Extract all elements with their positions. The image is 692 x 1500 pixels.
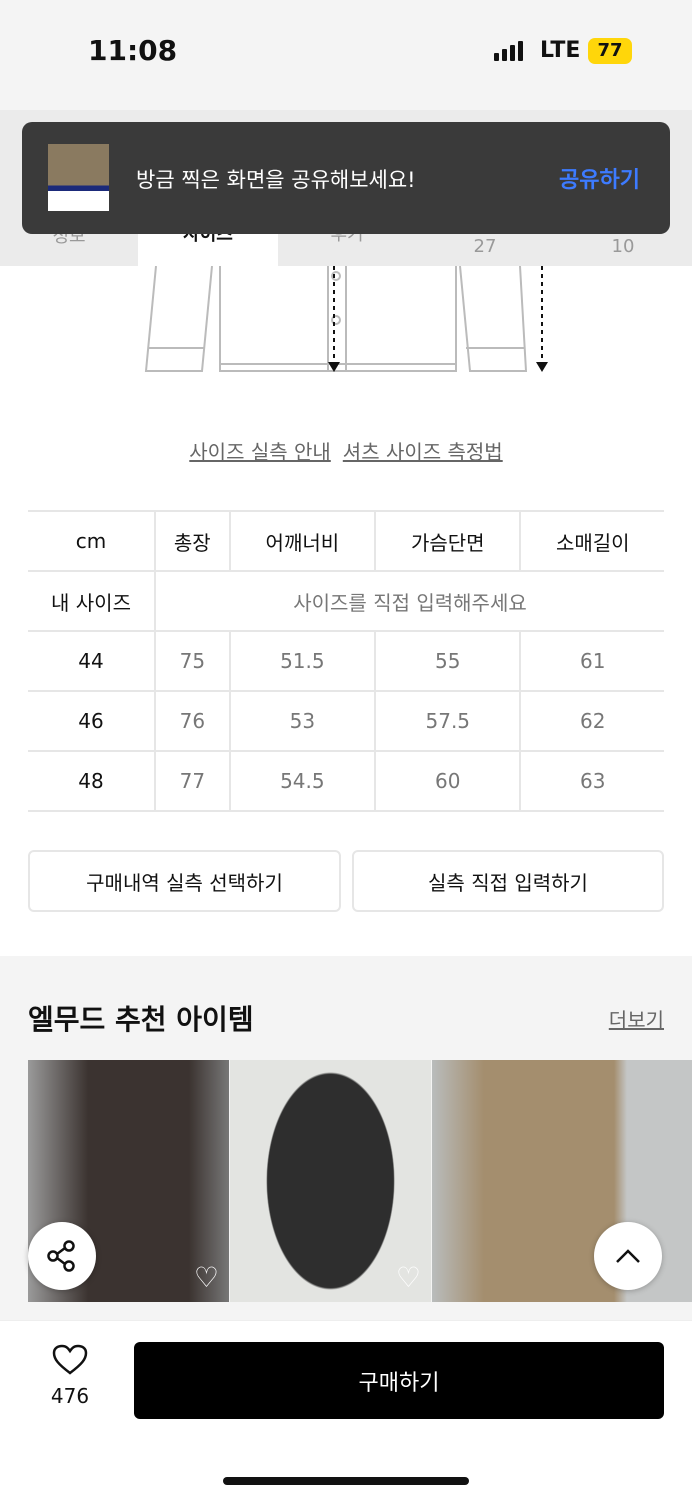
manual-size-input-button[interactable]: 실측 직접 입력하기 bbox=[352, 850, 664, 912]
value-cell: 61 bbox=[520, 631, 664, 692]
header-cell: 총장 bbox=[155, 510, 231, 572]
status-bar: 11:08 LTE 77 bbox=[0, 0, 692, 110]
value-cell: 76 bbox=[155, 691, 231, 752]
toast-message: 방금 찍은 화면을 공유해보세요! bbox=[136, 168, 416, 192]
value-cell: 77 bbox=[155, 751, 231, 812]
my-size-label: 내 사이즈 bbox=[28, 571, 156, 632]
header-cell: 가슴단면 bbox=[375, 510, 522, 572]
heart-icon bbox=[52, 1344, 88, 1375]
value-cell: 75 bbox=[155, 631, 231, 692]
table-row: 44 75 51.5 55 61 bbox=[28, 631, 664, 692]
clock: 11:08 bbox=[88, 34, 178, 67]
value-cell: 55 bbox=[375, 631, 522, 692]
measure-guide-link[interactable]: 셔츠 사이즈 측정법 bbox=[342, 440, 503, 464]
value-cell: 51.5 bbox=[229, 631, 377, 692]
value-cell: 63 bbox=[520, 751, 664, 812]
size-guide-link[interactable]: 사이즈 실측 안내 bbox=[189, 440, 331, 464]
my-size-row: 내 사이즈 사이즈를 직접 입력해주세요 bbox=[28, 571, 664, 632]
size-cell: 48 bbox=[28, 751, 156, 812]
product-card[interactable]: ♡ bbox=[230, 1060, 431, 1302]
size-cell: 46 bbox=[28, 691, 156, 752]
header-cell: cm bbox=[28, 510, 156, 572]
buy-button[interactable]: 구매하기 bbox=[134, 1342, 664, 1419]
battery-icon: 77 bbox=[588, 38, 632, 64]
recommend-title: 엘무드 추천 아이템 bbox=[28, 1003, 254, 1036]
screenshot-thumbnail[interactable] bbox=[48, 144, 109, 211]
like-button[interactable]: 476 bbox=[40, 1344, 100, 1408]
network-label: LTE bbox=[540, 38, 581, 63]
size-table: cm 총장 어깨너비 가슴단면 소매길이 내 사이즈 사이즈를 직접 입력해주세… bbox=[28, 510, 664, 812]
table-row: 46 76 53 57.5 62 bbox=[28, 691, 664, 752]
home-indicator bbox=[223, 1477, 469, 1485]
tab-reviews-count[interactable]: 27 bbox=[416, 236, 554, 282]
table-header: cm 총장 어깨너비 가슴단면 소매길이 bbox=[28, 510, 664, 572]
scroll-top-icon[interactable] bbox=[594, 1222, 662, 1290]
heart-icon[interactable]: ♡ bbox=[395, 1261, 421, 1294]
more-link[interactable]: 더보기 bbox=[608, 1008, 664, 1032]
tab-count: 27 bbox=[473, 236, 497, 257]
header-cell: 어깨너비 bbox=[229, 510, 377, 572]
value-cell: 60 bbox=[375, 751, 522, 812]
share-toast: 방금 찍은 화면을 공유해보세요! 공유하기 bbox=[22, 122, 670, 234]
value-cell: 53 bbox=[229, 691, 377, 752]
header-cell: 소매길이 bbox=[520, 510, 664, 572]
shirt-size-diagram bbox=[144, 266, 548, 372]
table-row: 48 77 54.5 60 63 bbox=[28, 751, 664, 812]
tab-count: 10 bbox=[611, 236, 635, 257]
tab-qna[interactable]: 10 bbox=[554, 236, 692, 282]
value-cell: 62 bbox=[520, 691, 664, 752]
size-cell: 44 bbox=[28, 631, 156, 692]
purchase-history-size-button[interactable]: 구매내역 실측 선택하기 bbox=[28, 850, 341, 912]
size-guide-links: 사이즈 실측 안내 셔츠 사이즈 측정법 bbox=[0, 436, 692, 465]
like-count: 476 bbox=[50, 1384, 90, 1408]
share-icon[interactable] bbox=[28, 1222, 96, 1290]
value-cell: 57.5 bbox=[375, 691, 522, 752]
signal-icon bbox=[494, 41, 523, 61]
my-size-input[interactable]: 사이즈를 직접 입력해주세요 bbox=[155, 571, 664, 632]
share-button[interactable]: 공유하기 bbox=[559, 168, 640, 193]
heart-icon[interactable]: ♡ bbox=[193, 1261, 219, 1294]
value-cell: 54.5 bbox=[229, 751, 377, 812]
